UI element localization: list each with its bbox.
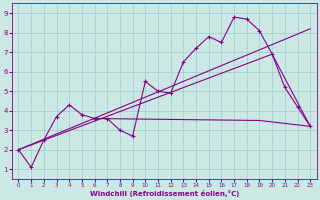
X-axis label: Windchill (Refroidissement éolien,°C): Windchill (Refroidissement éolien,°C) <box>90 190 239 197</box>
